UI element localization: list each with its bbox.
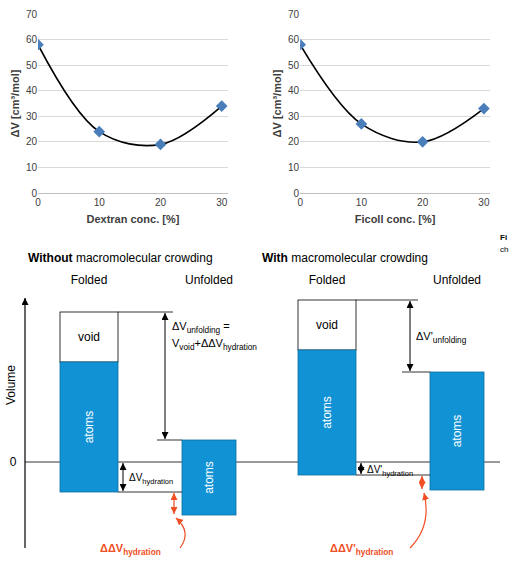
svg-text:Dextran conc. [%]: Dextran conc. [%]	[86, 213, 179, 225]
svg-text:ΔV'hydration: ΔV'hydration	[367, 464, 413, 478]
svg-text:50: 50	[288, 60, 300, 71]
svg-text:30: 30	[478, 197, 490, 208]
svg-text:30: 30	[288, 111, 300, 122]
svg-text:10: 10	[288, 162, 300, 173]
svg-text:Ficoll conc. [%]: Ficoll conc. [%]	[355, 213, 436, 225]
svg-text:ΔVhydration: ΔVhydration	[129, 472, 173, 486]
svg-text:60: 60	[288, 34, 300, 45]
svg-text:Unfolded: Unfolded	[185, 273, 233, 287]
svg-text:Vvoid+ΔΔVhydration: Vvoid+ΔΔVhydration	[172, 337, 257, 352]
svg-text:ΔΔVhydration: ΔΔVhydration	[100, 542, 161, 557]
svg-text:Unfolded: Unfolded	[433, 273, 481, 287]
svg-text:void: void	[316, 318, 338, 332]
svg-text:10: 10	[94, 197, 106, 208]
svg-text:void: void	[78, 330, 100, 344]
svg-text:ΔV'unfolding: ΔV'unfolding	[416, 330, 467, 345]
svg-text:Without macromolecular crowdin: Without macromolecular crowding	[28, 251, 213, 265]
svg-text:20: 20	[288, 136, 300, 147]
svg-text:20: 20	[26, 136, 38, 147]
svg-text:20: 20	[155, 197, 167, 208]
svg-text:0: 0	[10, 455, 17, 469]
svg-text:10: 10	[356, 197, 368, 208]
svg-text:atoms: atoms	[202, 461, 216, 494]
svg-text:Volume: Volume	[4, 365, 18, 405]
svg-text:70: 70	[288, 9, 300, 20]
svg-text:40: 40	[26, 85, 38, 96]
svg-text:With macromolecular crowding: With macromolecular crowding	[262, 251, 428, 265]
svg-text:Folded: Folded	[309, 273, 346, 287]
svg-text:30: 30	[26, 111, 38, 122]
svg-text:Fi: Fi	[500, 233, 507, 242]
svg-text:0: 0	[294, 188, 300, 199]
svg-text:50: 50	[26, 60, 38, 71]
svg-text:70: 70	[26, 9, 38, 20]
svg-text:atoms: atoms	[82, 411, 96, 444]
svg-text:ΔΔV'hydration: ΔΔV'hydration	[330, 542, 393, 557]
svg-text:30: 30	[216, 197, 228, 208]
svg-text:0: 0	[31, 188, 37, 199]
svg-text:ΔVunfolding =: ΔVunfolding =	[172, 320, 230, 335]
svg-text:ch: ch	[500, 245, 508, 254]
svg-text:10: 10	[26, 162, 38, 173]
svg-text:ΔV [cm³/mol]: ΔV [cm³/mol]	[271, 69, 283, 137]
svg-text:0: 0	[297, 197, 303, 208]
svg-text:ΔV [cm³/mol]: ΔV [cm³/mol]	[9, 69, 21, 137]
svg-text:atoms: atoms	[450, 415, 464, 448]
svg-text:20: 20	[417, 197, 429, 208]
svg-text:atoms: atoms	[320, 396, 334, 429]
svg-text:60: 60	[26, 34, 38, 45]
svg-text:0: 0	[35, 197, 41, 208]
svg-text:40: 40	[288, 85, 300, 96]
svg-text:Folded: Folded	[71, 273, 108, 287]
